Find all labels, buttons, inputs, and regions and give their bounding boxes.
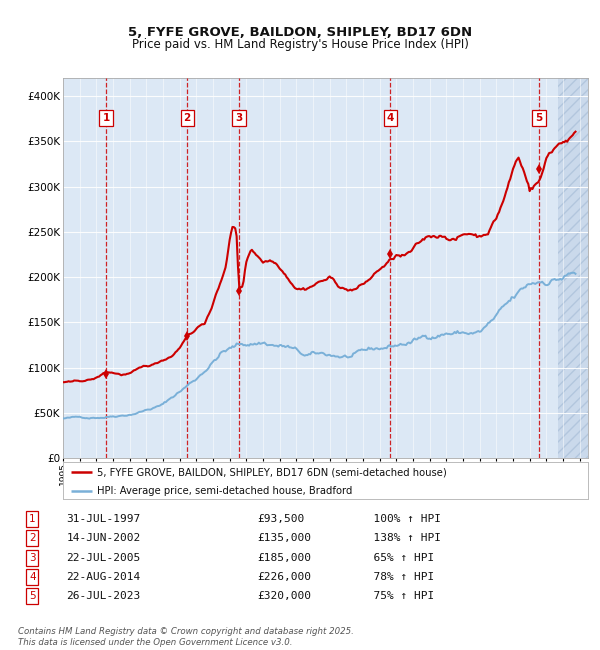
Text: 100% ↑ HPI: 100% ↑ HPI: [360, 514, 441, 524]
Text: 22-JUL-2005: 22-JUL-2005: [67, 552, 140, 563]
Text: £93,500: £93,500: [257, 514, 305, 524]
Text: 138% ↑ HPI: 138% ↑ HPI: [360, 534, 441, 543]
Text: 2: 2: [29, 534, 35, 543]
Text: 26-JUL-2023: 26-JUL-2023: [67, 591, 140, 601]
Text: 5: 5: [535, 113, 542, 123]
Text: 75% ↑ HPI: 75% ↑ HPI: [360, 591, 434, 601]
Text: 5, FYFE GROVE, BAILDON, SHIPLEY, BD17 6DN: 5, FYFE GROVE, BAILDON, SHIPLEY, BD17 6D…: [128, 26, 472, 39]
Text: £135,000: £135,000: [257, 534, 311, 543]
Bar: [557, 78, 588, 458]
Text: 22-AUG-2014: 22-AUG-2014: [67, 572, 140, 582]
Text: 5, FYFE GROVE, BAILDON, SHIPLEY, BD17 6DN (semi-detached house): 5, FYFE GROVE, BAILDON, SHIPLEY, BD17 6D…: [97, 467, 447, 477]
Text: 3: 3: [235, 113, 242, 123]
Text: 5: 5: [29, 591, 35, 601]
Text: 65% ↑ HPI: 65% ↑ HPI: [360, 552, 434, 563]
Text: 4: 4: [386, 113, 394, 123]
Text: Contains HM Land Registry data © Crown copyright and database right 2025.
This d: Contains HM Land Registry data © Crown c…: [18, 627, 354, 647]
Text: 78% ↑ HPI: 78% ↑ HPI: [360, 572, 434, 582]
Text: £185,000: £185,000: [257, 552, 311, 563]
Text: 1: 1: [29, 514, 35, 524]
Text: 14-JUN-2002: 14-JUN-2002: [67, 534, 140, 543]
Text: 31-JUL-1997: 31-JUL-1997: [67, 514, 140, 524]
Text: 3: 3: [29, 552, 35, 563]
Text: 2: 2: [184, 113, 191, 123]
Text: Price paid vs. HM Land Registry's House Price Index (HPI): Price paid vs. HM Land Registry's House …: [131, 38, 469, 51]
Text: £226,000: £226,000: [257, 572, 311, 582]
Text: 1: 1: [103, 113, 110, 123]
Text: £320,000: £320,000: [257, 591, 311, 601]
Text: 4: 4: [29, 572, 35, 582]
Text: HPI: Average price, semi-detached house, Bradford: HPI: Average price, semi-detached house,…: [97, 486, 353, 496]
